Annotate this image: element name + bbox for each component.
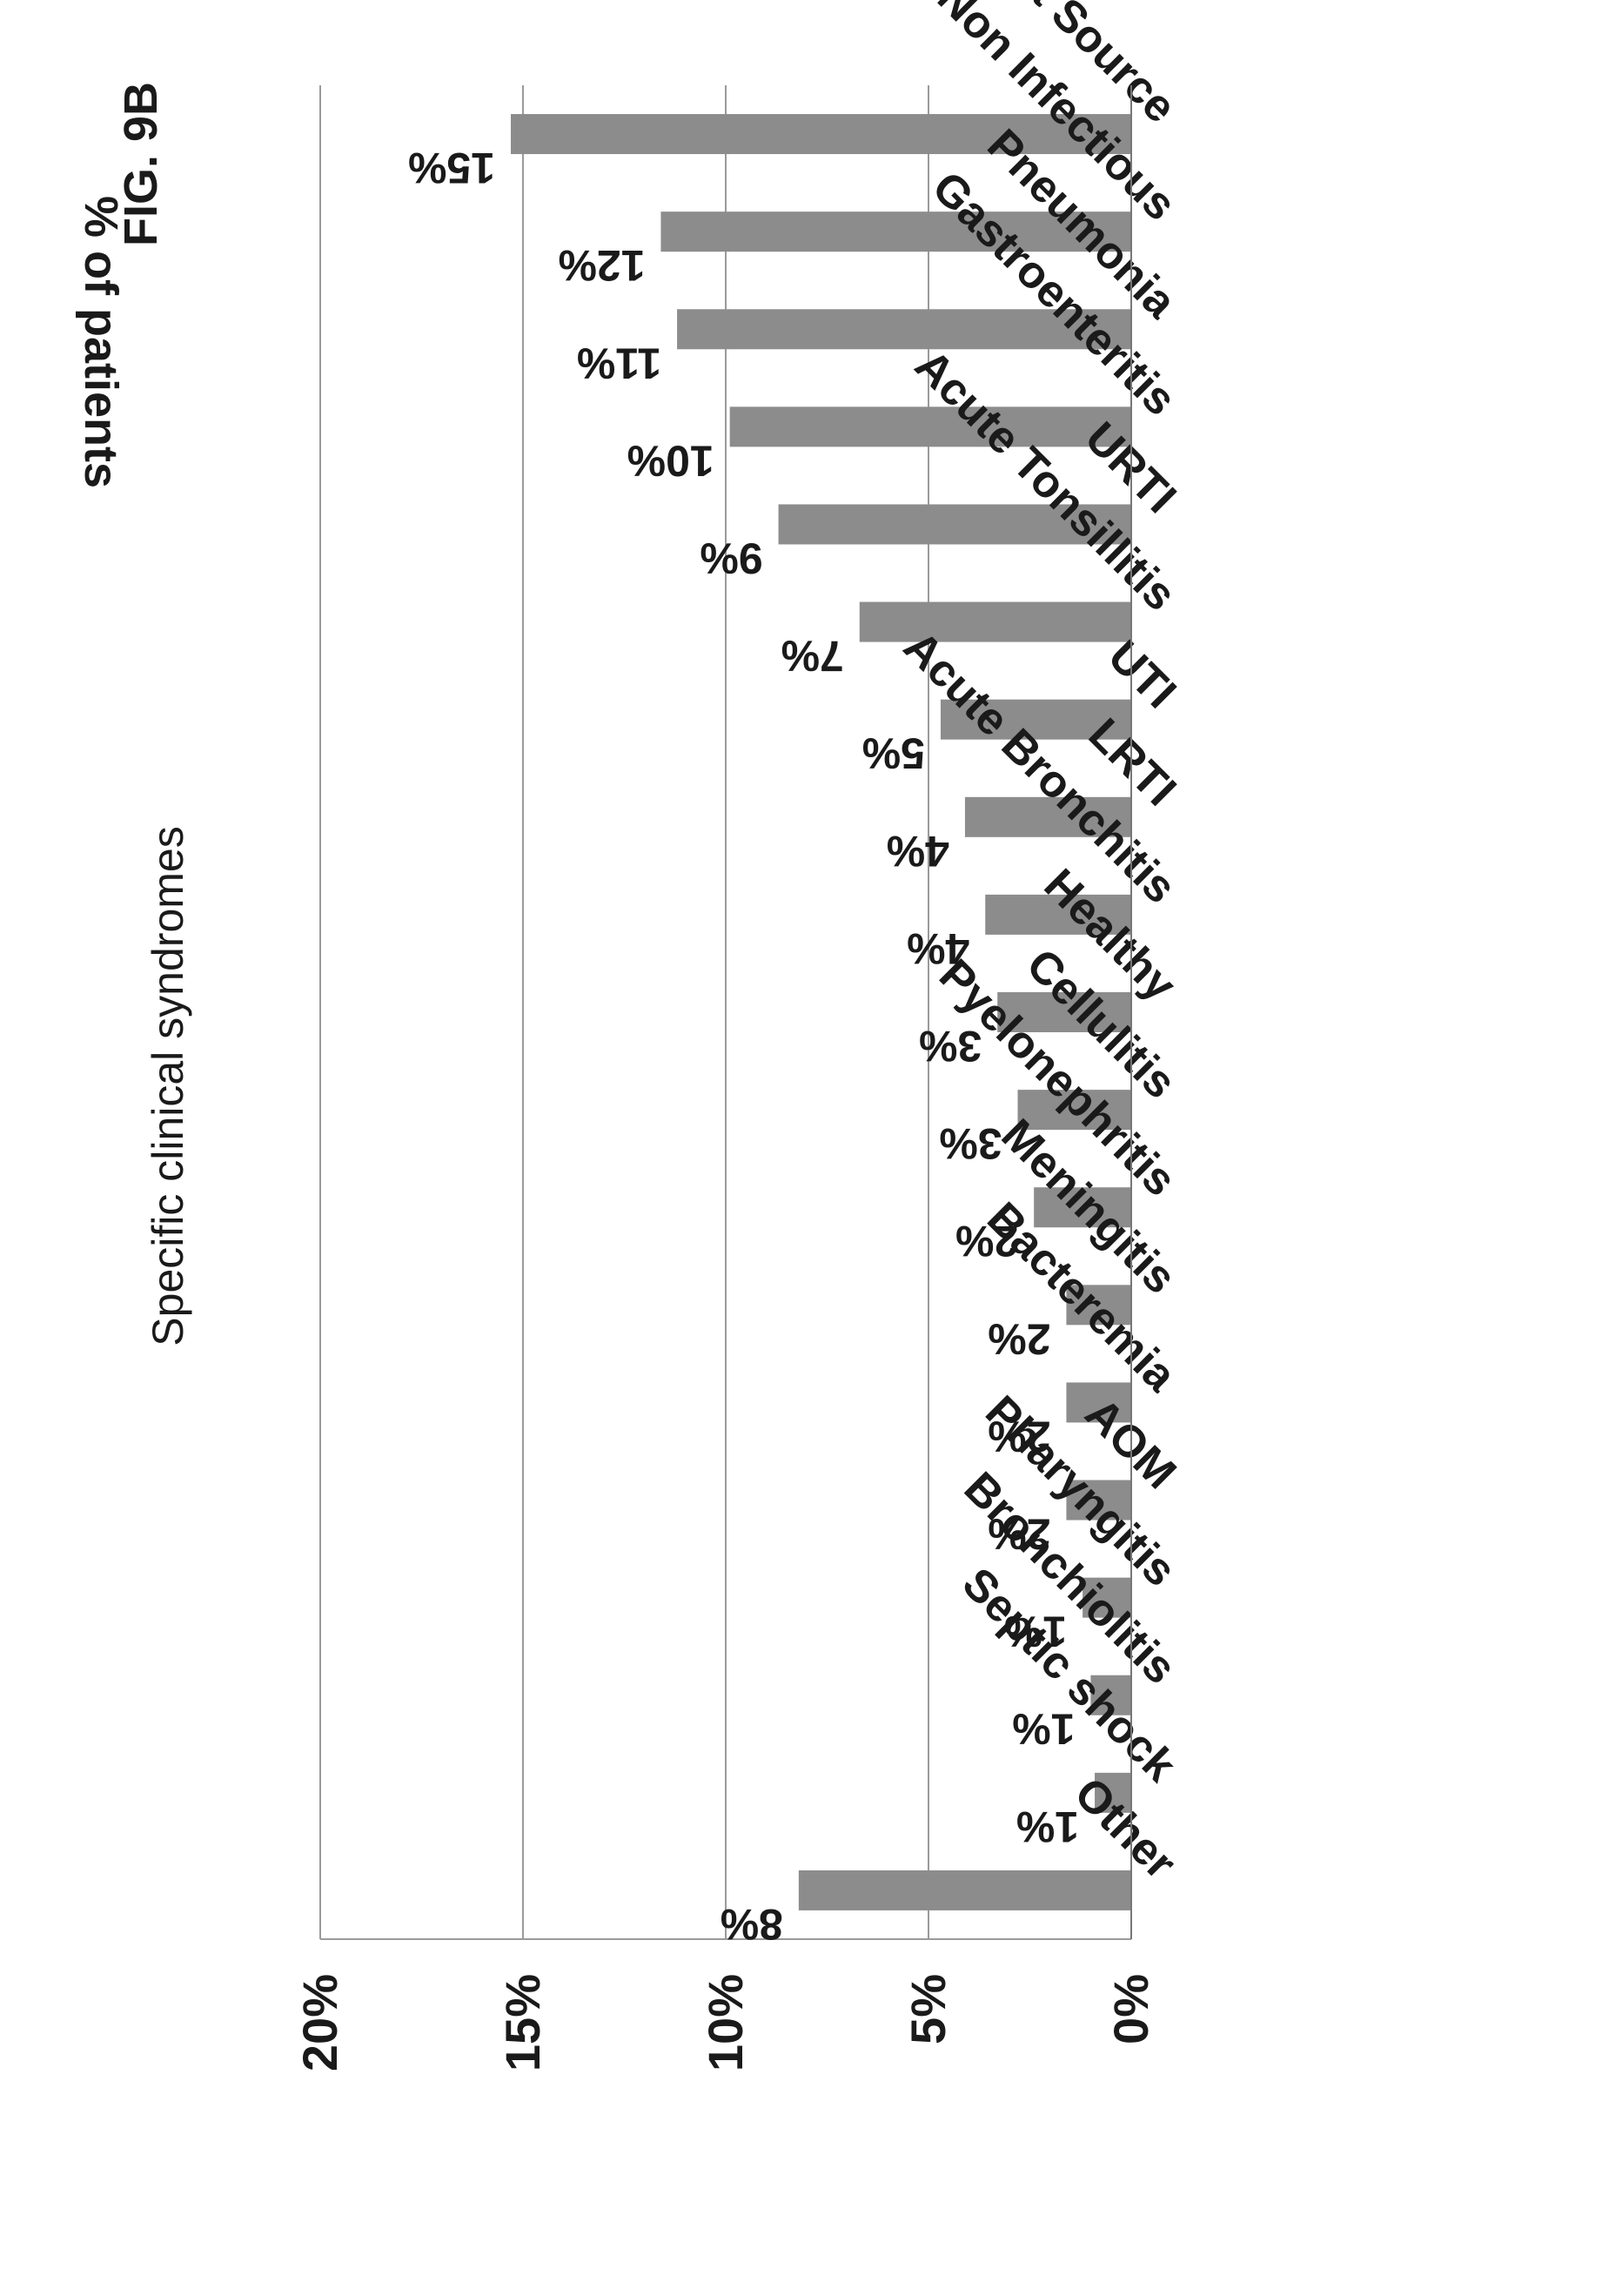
data-label: 4% — [907, 924, 969, 973]
y-tick-label: 20% — [292, 1974, 347, 2071]
data-labels: 8% 1% 1% 1% 2% 2% 2% 2% 3% 3% 4% 4% 5% 7% 9% 10% 11% 12% 1… — [408, 144, 1079, 1949]
data-label: 11% — [577, 339, 661, 387]
data-label: 2% — [988, 1412, 1050, 1460]
bar — [964, 796, 1131, 837]
y-tick-label: 5% — [901, 1974, 955, 2044]
bar — [1066, 1382, 1131, 1423]
bar — [1066, 1480, 1131, 1521]
bar — [677, 309, 1131, 350]
bar — [1095, 1772, 1132, 1813]
data-label: 9% — [700, 534, 762, 582]
bar — [798, 1870, 1131, 1910]
figure-label: FIG. 9B — [115, 82, 167, 246]
bar — [940, 699, 1131, 740]
data-label: 3% — [919, 1022, 982, 1071]
bar — [997, 992, 1131, 1032]
data-label: 1% — [1016, 1803, 1079, 1851]
bar — [1090, 1675, 1132, 1715]
bar — [729, 406, 1131, 447]
chart-title: Specific clinical syndromes — [144, 826, 192, 1346]
bar — [1083, 1577, 1131, 1618]
data-label: 12% — [558, 241, 645, 290]
data-label: 7% — [781, 632, 844, 681]
data-label: 10% — [627, 436, 714, 485]
data-label: 2% — [988, 1314, 1050, 1363]
data-label: 8% — [721, 1900, 783, 1949]
y-tick-labels: 0% 5% 10% 15% 20% — [292, 1974, 1158, 2071]
data-label: 1% — [1004, 1608, 1067, 1656]
data-label: 2% — [988, 1510, 1050, 1559]
bar — [511, 114, 1131, 155]
bar — [660, 211, 1131, 252]
bars — [511, 114, 1132, 1910]
bar — [859, 601, 1132, 642]
data-label: 5% — [862, 729, 925, 778]
data-label: 3% — [939, 1119, 1002, 1168]
data-label: 1% — [1012, 1705, 1075, 1754]
bar — [1017, 1090, 1132, 1131]
bar — [985, 894, 1131, 935]
data-label: 2% — [955, 1217, 1018, 1265]
bar — [1066, 1285, 1131, 1326]
y-axis-label: % of patients — [75, 196, 127, 488]
y-tick-label: 10% — [698, 1974, 753, 2071]
data-label: 4% — [887, 827, 949, 876]
y-tick-label: 15% — [495, 1974, 550, 2071]
y-tick-label: 0% — [1103, 1974, 1158, 2044]
bar — [1034, 1187, 1132, 1228]
data-label: 15% — [408, 144, 495, 192]
bar — [778, 504, 1132, 545]
